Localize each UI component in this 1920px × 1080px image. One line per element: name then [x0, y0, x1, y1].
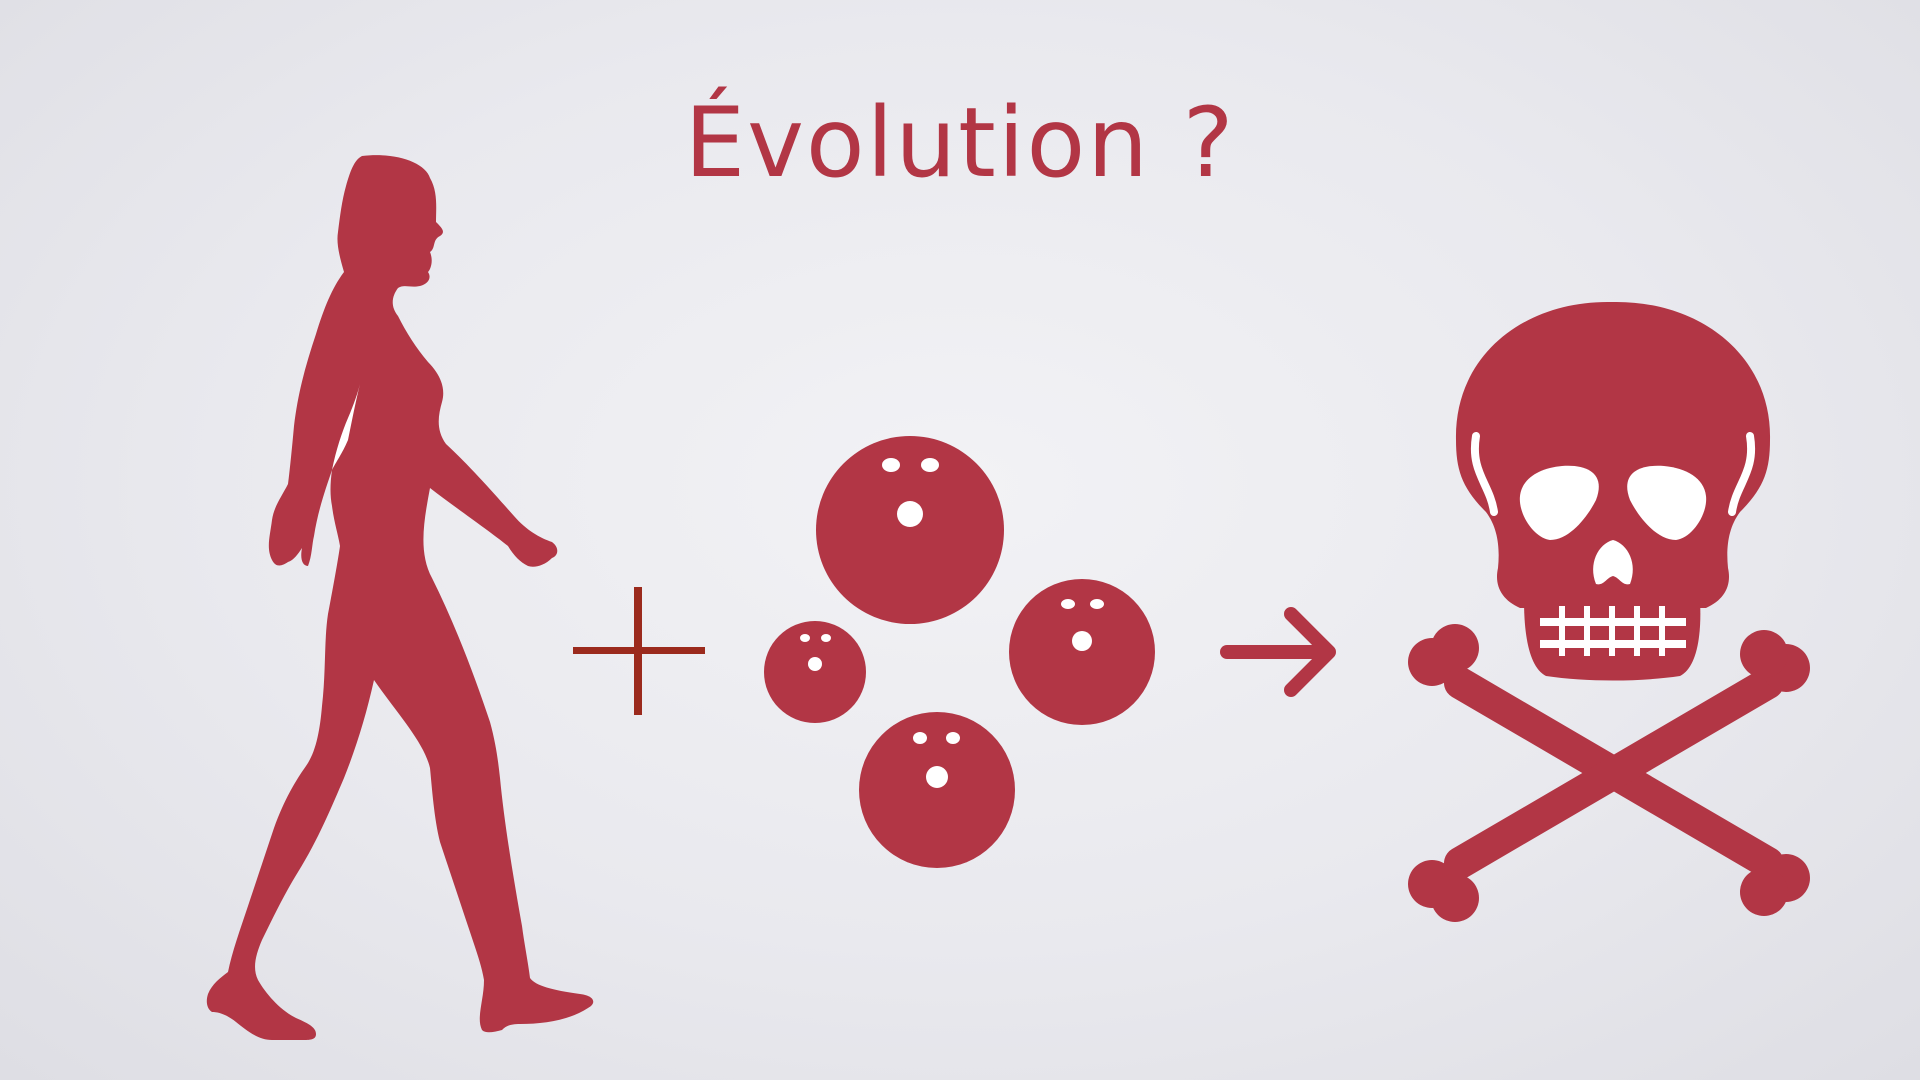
crossbone-icon — [1408, 630, 1810, 922]
slide-title: Évolution ? — [684, 87, 1236, 199]
walking-woman-icon — [206, 155, 594, 1040]
skull-crossbones-icon — [1408, 301, 1810, 922]
plus-icon — [573, 587, 705, 715]
bowling-ball-icon — [1009, 579, 1155, 725]
arrow-right-icon — [1220, 607, 1336, 697]
bowling-ball-icon — [816, 436, 1004, 624]
bowling-balls-group — [764, 436, 1155, 868]
bowling-ball-icon — [859, 712, 1015, 868]
bowling-ball-icon — [764, 621, 866, 723]
